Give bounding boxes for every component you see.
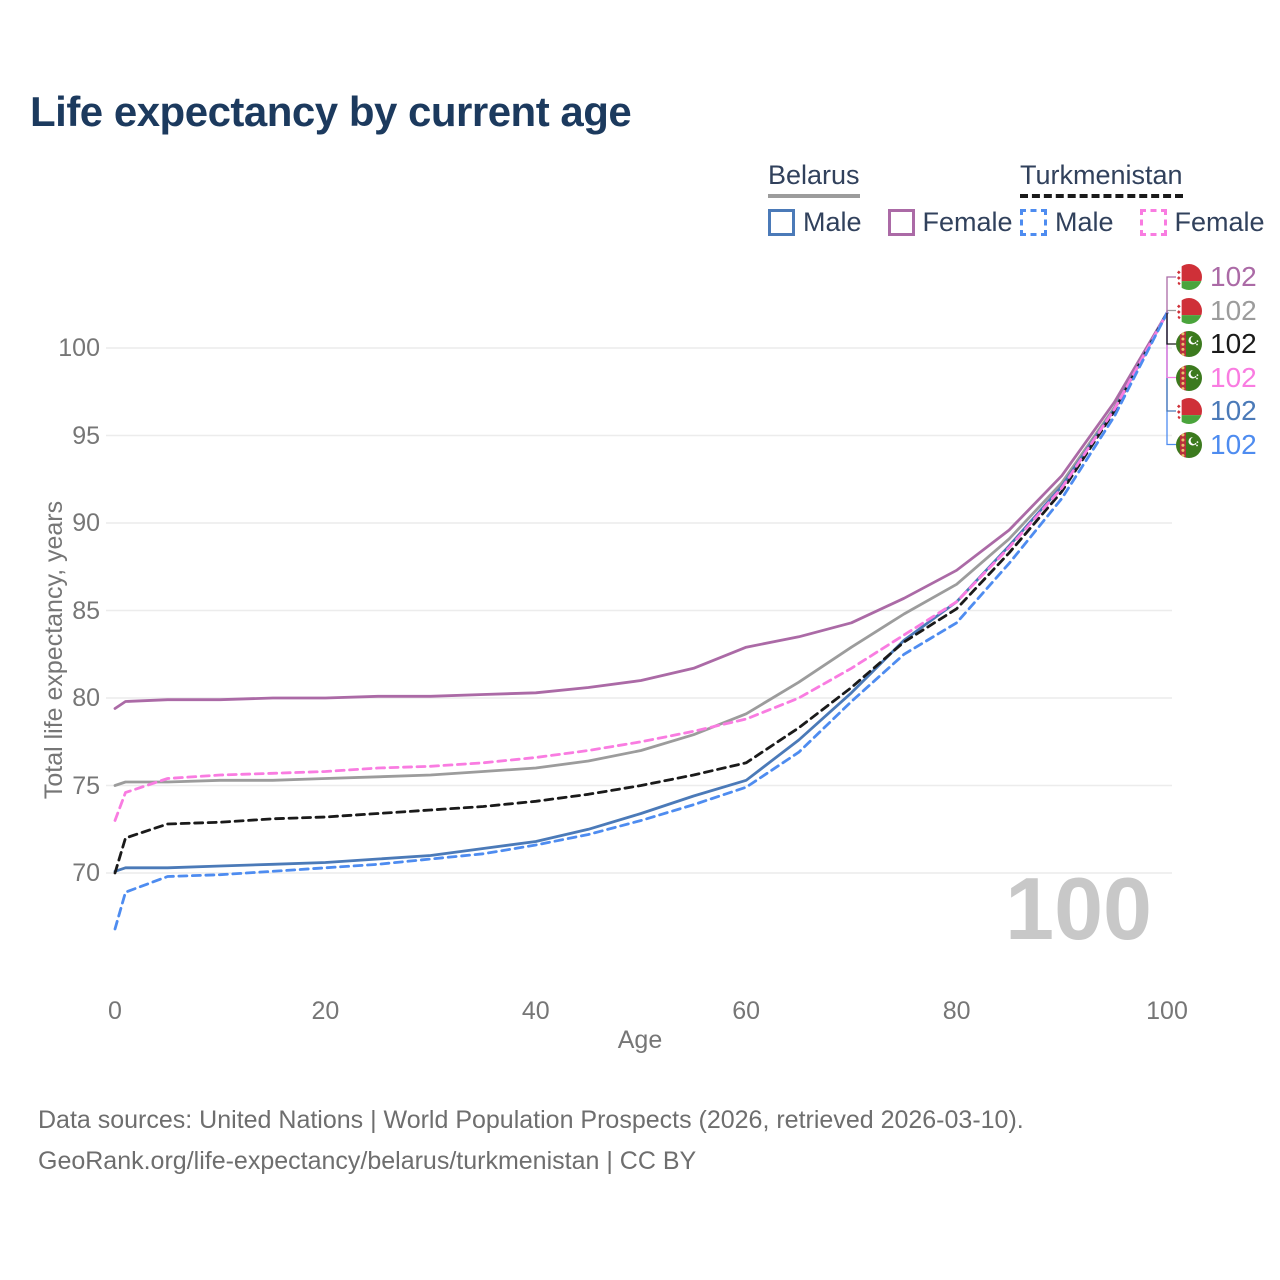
turkmenistan-flag-icon bbox=[1176, 331, 1202, 357]
legend-swatch-turkmenistan-male[interactable] bbox=[1020, 209, 1047, 236]
footer-source-line: Data sources: United Nations | World Pop… bbox=[38, 1106, 1024, 1134]
legend-item-turkmenistan-female[interactable]: Female bbox=[1139, 207, 1265, 238]
x-tick-label: 60 bbox=[732, 997, 761, 1025]
y-tick-label: 70 bbox=[72, 859, 100, 887]
legend-item-belarus-male[interactable]: Male bbox=[768, 207, 862, 238]
y-axis-title: Total life expectancy, years bbox=[40, 500, 68, 800]
series-line-turkmenistan-female bbox=[113, 311, 1169, 822]
legend-item-turkmenistan-male[interactable]: Male bbox=[1020, 207, 1114, 238]
legend-label-turkmenistan-male[interactable]: Male bbox=[1055, 207, 1114, 237]
end-label-belarus-female: 102 bbox=[1176, 261, 1257, 293]
series-line-turkmenistan-male bbox=[113, 311, 1169, 931]
legend-row-belarus: Male Female bbox=[768, 207, 1013, 238]
series-line-turkmenistan-total bbox=[113, 311, 1169, 875]
footer: Data sources: United Nations | World Pop… bbox=[38, 1100, 1024, 1182]
end-label-turkmenistan-male: 102 bbox=[1176, 429, 1257, 461]
end-label-value: 102 bbox=[1210, 361, 1257, 393]
leader-line-turkmenistan-total bbox=[1166, 313, 1176, 345]
end-label-turkmenistan-female: 102 bbox=[1176, 362, 1257, 394]
y-tick-label: 80 bbox=[72, 684, 100, 712]
turkmenistan-flag-icon bbox=[1176, 431, 1202, 458]
series-line-belarus-female bbox=[113, 311, 1169, 710]
leader-line-belarus-male bbox=[1166, 313, 1176, 412]
x-tick-label: 100 bbox=[1146, 997, 1188, 1025]
end-label-value: 102 bbox=[1210, 261, 1257, 292]
legend-item-belarus-female[interactable]: Female bbox=[887, 207, 1013, 238]
end-label-turkmenistan-total: 102 bbox=[1176, 328, 1257, 360]
x-tick-label: 20 bbox=[311, 997, 340, 1025]
x-tick-label: 40 bbox=[521, 997, 550, 1025]
belarus-flag-icon bbox=[1176, 264, 1202, 290]
legend-swatch-belarus-male[interactable] bbox=[768, 209, 795, 236]
belarus-flag-icon bbox=[1176, 297, 1202, 324]
belarus-flag-icon bbox=[1176, 398, 1202, 424]
legend-group-turkmenistan: Turkmenistan Male Female bbox=[1020, 160, 1265, 238]
x-axis-title: Age bbox=[617, 1026, 663, 1054]
end-label-value: 102 bbox=[1210, 328, 1257, 359]
page-title: Life expectancy by current age bbox=[30, 88, 632, 135]
legend-header-belarus: Belarus bbox=[768, 160, 860, 198]
series-line-belarus-total bbox=[113, 311, 1169, 787]
end-label-value: 102 bbox=[1210, 428, 1257, 460]
y-tick-label: 75 bbox=[72, 771, 100, 800]
legend-label-belarus-male[interactable]: Male bbox=[803, 207, 862, 237]
leader-line-belarus-total bbox=[1166, 309, 1176, 313]
legend-swatch-belarus-female[interactable] bbox=[887, 209, 915, 236]
y-tick-label: 90 bbox=[72, 509, 100, 537]
age-watermark: 100 bbox=[1005, 859, 1152, 958]
y-tick-label: 100 bbox=[58, 334, 100, 362]
y-tick-label: 95 bbox=[72, 421, 100, 450]
leader-line-turkmenistan-male bbox=[1166, 313, 1176, 446]
leader-line-belarus-female bbox=[1166, 276, 1176, 313]
end-label-belarus-total: 102 bbox=[1176, 295, 1257, 327]
legend-label-belarus-female[interactable]: Female bbox=[922, 207, 1013, 237]
turkmenistan-flag-icon bbox=[1176, 364, 1202, 391]
legend-label-turkmenistan-female[interactable]: Female bbox=[1174, 207, 1265, 237]
end-label-value: 102 bbox=[1210, 294, 1257, 326]
x-tick-label: 80 bbox=[942, 997, 971, 1025]
legend-row-turkmenistan: Male Female bbox=[1020, 207, 1265, 238]
legend-swatch-turkmenistan-female[interactable] bbox=[1139, 209, 1167, 236]
series-line-belarus-male bbox=[113, 311, 1169, 873]
end-label-value: 102 bbox=[1210, 395, 1257, 426]
x-tick-label: 0 bbox=[108, 997, 122, 1025]
legend-header-turkmenistan: Turkmenistan bbox=[1020, 160, 1183, 198]
leader-line-turkmenistan-female bbox=[1166, 313, 1176, 379]
legend-group-belarus: Belarus Male Female bbox=[768, 160, 1013, 238]
y-tick-label: 85 bbox=[72, 596, 100, 625]
end-label-belarus-male: 102 bbox=[1176, 395, 1257, 427]
footer-url-line[interactable]: GeoRank.org/life-expectancy/belarus/turk… bbox=[38, 1147, 697, 1175]
